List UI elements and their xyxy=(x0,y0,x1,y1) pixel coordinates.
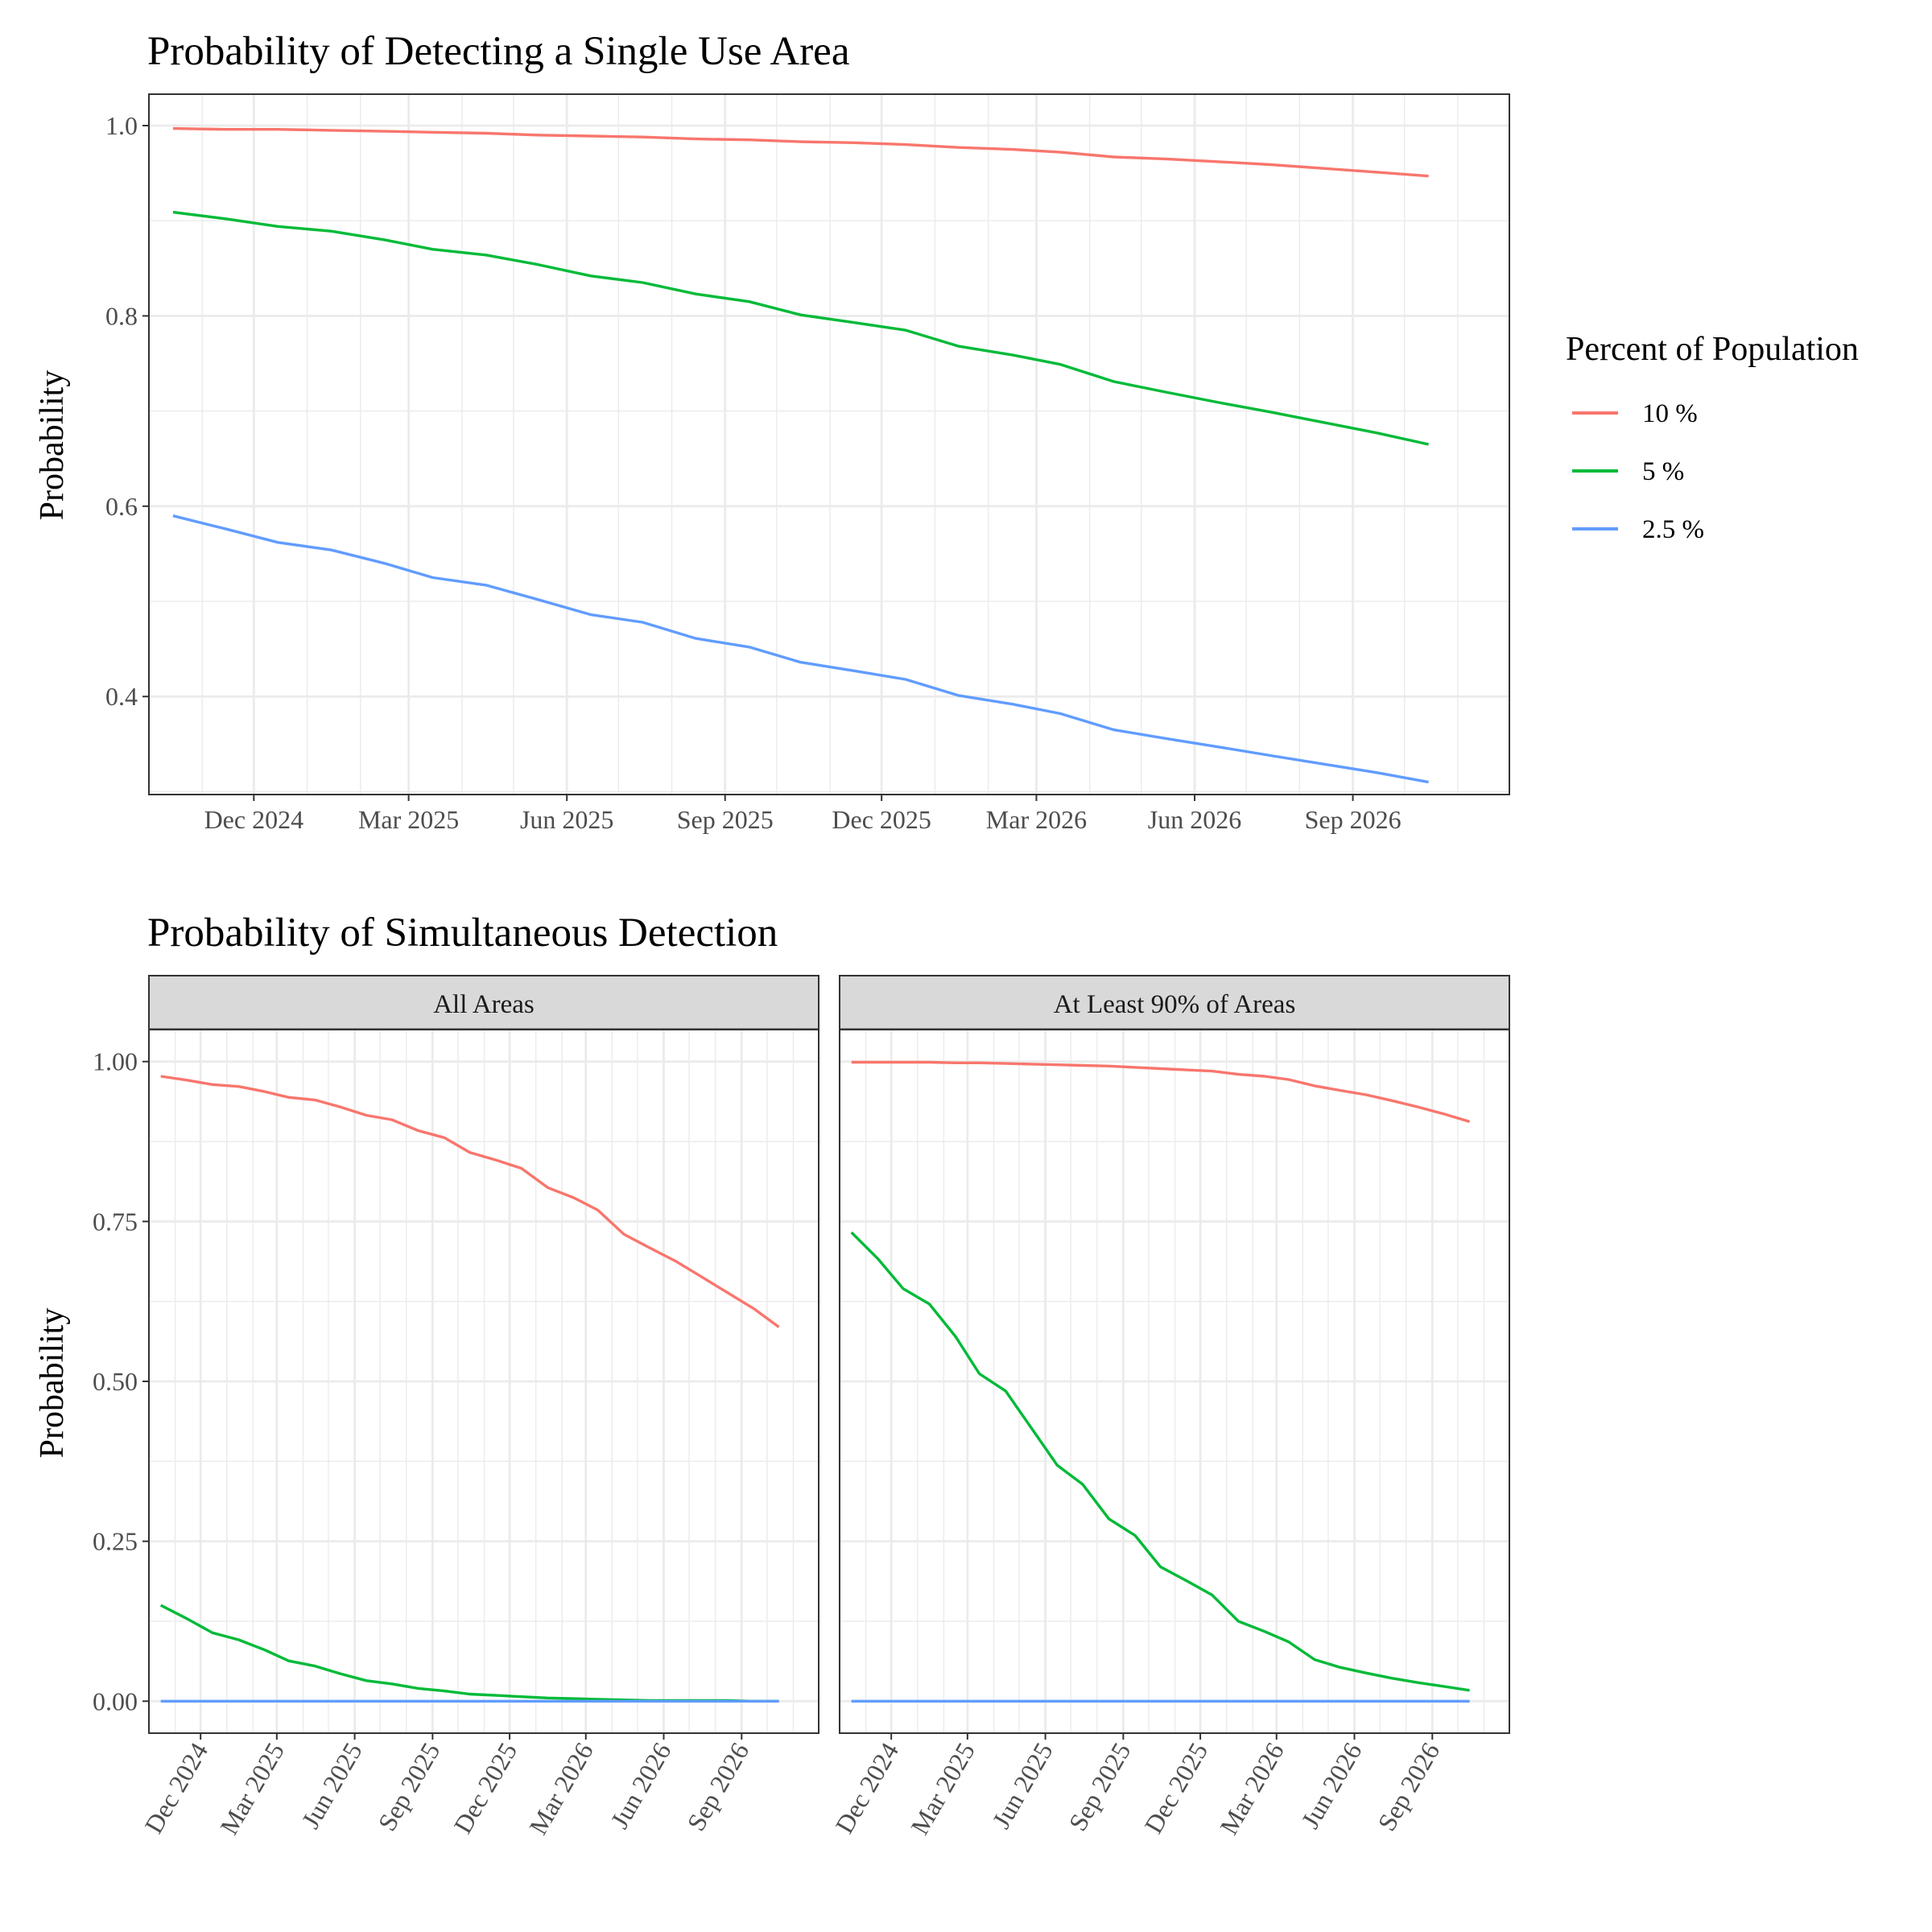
plot-border xyxy=(148,93,1510,795)
y-tick-label: 0.4 xyxy=(105,682,138,711)
x-tick-label: Sep 2025 xyxy=(677,805,774,834)
x-tick-label: Mar 2025 xyxy=(905,1738,980,1840)
y-tick-label: 0.75 xyxy=(93,1207,138,1236)
x-tick-label: Jun 2026 xyxy=(605,1738,676,1834)
series-line-2-5 xyxy=(172,514,1429,784)
legend-label-5: 5 % xyxy=(1642,457,1684,486)
plot-background xyxy=(149,94,1509,795)
x-tick-label: Jun 2025 xyxy=(295,1738,367,1834)
bottom-chart-title: Probability of Simultaneous Detection xyxy=(147,910,778,956)
series-line-5 xyxy=(850,1231,1470,1692)
x-tick-label: Jun 2026 xyxy=(1148,805,1241,834)
y-tick-label: 1.00 xyxy=(93,1047,138,1076)
y-tick-label: 0.00 xyxy=(93,1686,138,1715)
x-tick-label: Mar 2026 xyxy=(1214,1738,1290,1840)
x-tick-label: Dec 2024 xyxy=(204,805,304,834)
x-tick-label: Sep 2026 xyxy=(1372,1738,1445,1836)
y-tick-label: 0.6 xyxy=(105,492,138,521)
x-tick-label: Jun 2025 xyxy=(986,1738,1058,1834)
top-chart-title: Probability of Detecting a Single Use Ar… xyxy=(147,29,849,74)
legend: Percent of Population 10 % 5 % 2.5 % xyxy=(1566,331,1859,544)
strip-all-areas xyxy=(148,975,819,1030)
bottom-y-axis-label: Probability xyxy=(34,1308,71,1459)
plot-border xyxy=(839,1029,1510,1734)
x-tick-label: Dec 2025 xyxy=(1138,1738,1213,1839)
x-tick-label: Dec 2024 xyxy=(138,1738,213,1839)
x-tick-label: Dec 2025 xyxy=(448,1738,522,1839)
x-tick-label: Jun 2026 xyxy=(1295,1738,1367,1834)
x-tick-label: Sep 2025 xyxy=(372,1738,445,1836)
strip-label-all-areas: All Areas xyxy=(433,990,535,1019)
top-plot-panel: 0.4 0.6 0.8 1.0 Dec 2024 Mar 2025 Jun 2025 Sep … xyxy=(105,93,1510,834)
series-line-10 xyxy=(172,126,1429,178)
series-line-10 xyxy=(160,1075,780,1328)
x-tick-label: Sep 2025 xyxy=(1063,1738,1136,1836)
y-tick-label: 0.25 xyxy=(93,1527,138,1556)
at-least-90-plot-panel: Dec 2024 Mar 2025 Jun 2025 Sep 2025 Dec 2025… xyxy=(829,1029,1510,1840)
x-tick-label: Mar 2025 xyxy=(358,805,459,834)
series-line-10 xyxy=(851,1060,1471,1124)
x-tick-label: Mar 2025 xyxy=(214,1738,290,1840)
strip-at-least-90 xyxy=(839,975,1510,1030)
series-line-5 xyxy=(172,210,1429,446)
y-tick-label: 0.8 xyxy=(105,301,138,330)
y-tick-label: 0.50 xyxy=(93,1367,138,1396)
legend-title: Percent of Population xyxy=(1566,331,1859,368)
y-tick-label: 1.0 xyxy=(105,111,138,140)
top-y-axis-label: Probability xyxy=(34,370,71,521)
x-tick-label: Sep 2026 xyxy=(1305,805,1402,834)
x-tick-label: Dec 2025 xyxy=(832,805,931,834)
x-tick-label: Dec 2024 xyxy=(829,1738,904,1839)
x-tick-label: Sep 2026 xyxy=(681,1738,754,1836)
x-tick-label: Mar 2026 xyxy=(986,805,1087,834)
strip-label-at-least-90: At Least 90% of Areas xyxy=(1054,990,1296,1019)
legend-label-2-5: 2.5 % xyxy=(1642,515,1704,544)
legend-label-10: 10 % xyxy=(1642,399,1698,428)
x-tick-label: Mar 2026 xyxy=(523,1738,599,1840)
x-tick-label: Jun 2025 xyxy=(520,805,613,834)
